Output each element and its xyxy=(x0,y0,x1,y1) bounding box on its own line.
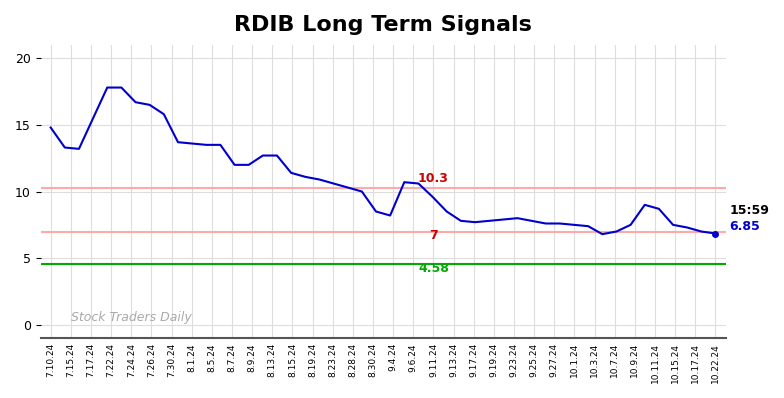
Text: 10.3: 10.3 xyxy=(418,172,449,185)
Title: RDIB Long Term Signals: RDIB Long Term Signals xyxy=(234,15,532,35)
Text: 15:59: 15:59 xyxy=(730,203,769,217)
Text: Stock Traders Daily: Stock Traders Daily xyxy=(71,311,191,324)
Text: 4.58: 4.58 xyxy=(418,262,449,275)
Text: 6.85: 6.85 xyxy=(730,220,760,232)
Text: 7: 7 xyxy=(429,229,437,242)
